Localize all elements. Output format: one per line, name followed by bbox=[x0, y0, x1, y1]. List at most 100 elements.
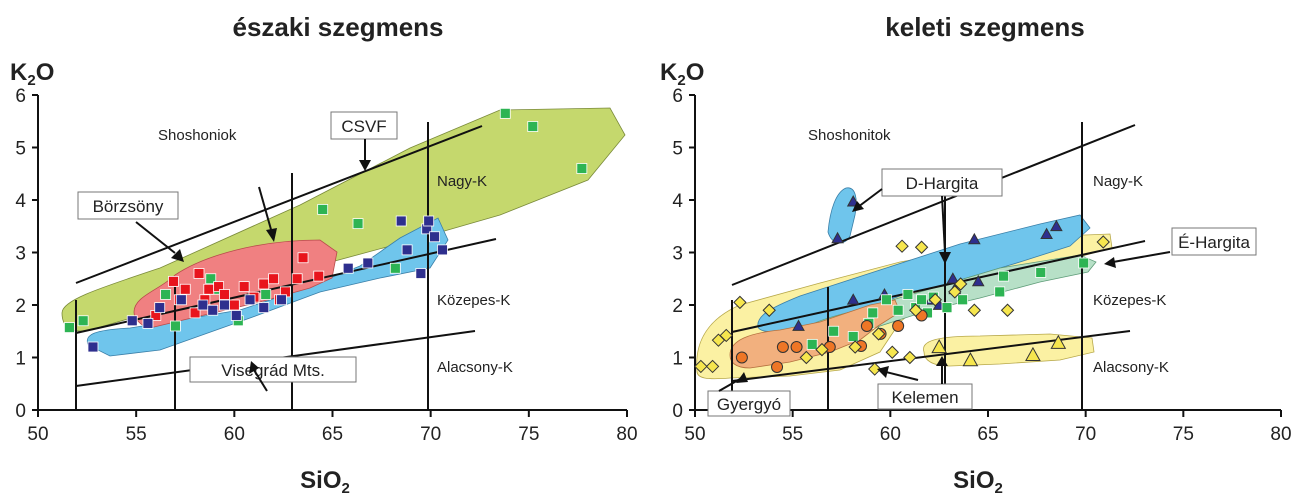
data-point bbox=[160, 289, 172, 300]
chart-title: keleti szegmens bbox=[885, 12, 1084, 42]
x-tick-label: 65 bbox=[977, 424, 998, 445]
data-point bbox=[207, 304, 219, 316]
data-point bbox=[313, 270, 325, 282]
data-point bbox=[771, 360, 784, 373]
data-point bbox=[941, 302, 953, 314]
annotation-kelemen-label: Kelemen bbox=[891, 388, 958, 407]
data-point bbox=[576, 163, 588, 174]
data-point bbox=[260, 289, 272, 300]
y-label-tail: O bbox=[36, 59, 55, 86]
data-point bbox=[197, 299, 209, 311]
annotation-borzsony-label: Börzsöny bbox=[93, 197, 164, 216]
data-point bbox=[126, 315, 138, 327]
x-tick-label: 50 bbox=[27, 424, 48, 445]
y-tick-label: 2 bbox=[672, 296, 683, 317]
field-label-medium-k: Közepes-K bbox=[437, 292, 510, 309]
data-point bbox=[895, 239, 909, 253]
data-point bbox=[1040, 227, 1053, 240]
data-point bbox=[193, 268, 205, 279]
x-axis-label: SiO2 bbox=[953, 467, 1003, 496]
data-point bbox=[867, 307, 879, 319]
data-point bbox=[806, 338, 818, 350]
data-point bbox=[205, 273, 217, 285]
y-tick-label: 6 bbox=[15, 86, 26, 107]
data-point bbox=[831, 231, 844, 244]
data-point bbox=[962, 352, 979, 367]
data-point bbox=[268, 273, 280, 285]
data-point bbox=[401, 244, 413, 256]
data-point bbox=[971, 274, 985, 287]
y-tick-label: 4 bbox=[15, 191, 26, 212]
data-point bbox=[762, 303, 776, 317]
y-tick-label: 2 bbox=[15, 296, 26, 317]
data-point bbox=[860, 320, 873, 332]
data-point bbox=[799, 350, 814, 365]
data-point bbox=[735, 351, 748, 364]
field-label-shoshonite: Shoshoniok bbox=[158, 127, 237, 144]
data-point bbox=[828, 325, 840, 337]
high-k-boundary bbox=[75, 238, 497, 334]
data-point bbox=[1000, 303, 1015, 317]
x-tick-label: 70 bbox=[1075, 424, 1096, 445]
data-point bbox=[957, 294, 969, 306]
data-point bbox=[437, 244, 448, 256]
data-point bbox=[848, 340, 862, 354]
field-label-low-k: Alacsony-K bbox=[437, 359, 513, 376]
data-point bbox=[297, 252, 309, 264]
x-label-main: SiO bbox=[953, 467, 994, 494]
x-tick-label: 55 bbox=[782, 424, 803, 445]
y-tick-label: 1 bbox=[15, 349, 26, 370]
data-point bbox=[527, 121, 539, 132]
annotation-d-hargita-label: D-Hargita bbox=[906, 174, 979, 193]
data-point bbox=[909, 303, 923, 317]
annotation-gyergyo-label: Gyergyó bbox=[717, 395, 781, 414]
x-tick-label: 80 bbox=[1270, 424, 1291, 445]
data-point bbox=[967, 303, 982, 317]
y-axis-label: K2O bbox=[660, 59, 704, 89]
data-point bbox=[258, 278, 270, 290]
data-point bbox=[885, 345, 899, 359]
y-tick-label: 0 bbox=[672, 401, 683, 422]
data-point bbox=[892, 320, 905, 332]
data-point bbox=[317, 204, 329, 215]
shoshonite-boundary bbox=[75, 125, 483, 284]
data-point bbox=[914, 240, 929, 254]
y-tick-label: 6 bbox=[672, 86, 683, 107]
data-point bbox=[342, 262, 354, 274]
data-point bbox=[967, 232, 981, 245]
data-point bbox=[291, 273, 303, 285]
x-tick-label: 70 bbox=[420, 424, 441, 445]
data-point bbox=[415, 268, 427, 279]
x-tick-label: 75 bbox=[518, 424, 539, 445]
data-point bbox=[244, 294, 256, 306]
data-point bbox=[881, 294, 892, 306]
data-point bbox=[1025, 346, 1041, 361]
data-point bbox=[276, 294, 287, 306]
x-tick-label: 55 bbox=[126, 424, 147, 445]
y-tick-label: 5 bbox=[672, 139, 683, 160]
field-label-high-k: Nagy-K bbox=[1093, 173, 1143, 190]
y-tick-label: 3 bbox=[672, 244, 683, 265]
data-point bbox=[423, 215, 435, 227]
annotation-csvf: CSVF bbox=[258, 111, 398, 242]
data-point bbox=[87, 341, 99, 353]
axes: 50 55 60 65 70 75 80 0 1 2 3 4 5 6 bbox=[672, 86, 1291, 445]
data-point bbox=[994, 286, 1006, 298]
data-points bbox=[694, 195, 1110, 376]
data-point bbox=[203, 283, 215, 295]
data-point bbox=[846, 293, 860, 305]
data-point bbox=[705, 359, 720, 374]
field-label-shoshonite: Shoshonitok bbox=[808, 127, 891, 144]
data-point bbox=[219, 289, 230, 300]
annotation-kelemen: Kelemen bbox=[877, 356, 973, 410]
data-point bbox=[694, 359, 708, 374]
data-point bbox=[892, 304, 904, 316]
x-axis-label: SiO2 bbox=[300, 467, 350, 496]
x-tick-label: 60 bbox=[880, 424, 901, 445]
data-point bbox=[1050, 219, 1063, 232]
field-dhargita-high bbox=[827, 187, 857, 244]
data-point bbox=[790, 341, 803, 353]
y-tick-label: 5 bbox=[15, 139, 26, 160]
high-k-boundary bbox=[731, 240, 1146, 333]
